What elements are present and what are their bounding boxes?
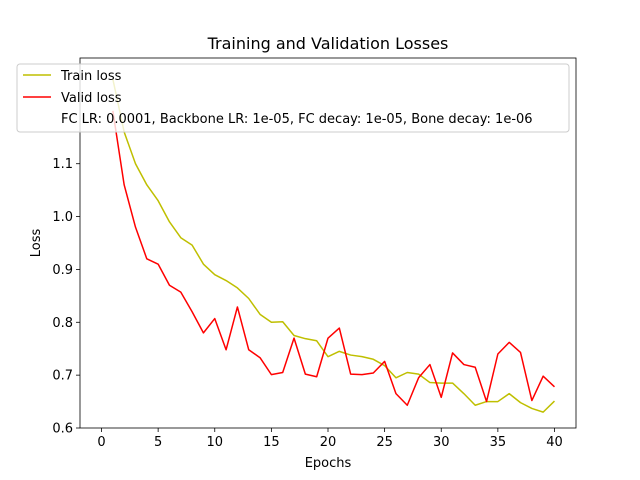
y-tick-label: 0.8 [52, 316, 73, 331]
x-tick-label: 10 [206, 435, 223, 450]
y-tick-label: 0.7 [52, 369, 73, 384]
x-tick-label: 25 [376, 435, 393, 450]
legend-label-valid: Valid loss [61, 91, 122, 106]
y-tick-label: 0.9 [52, 263, 73, 278]
x-axis-label: Epochs [305, 456, 352, 471]
series-layer [112, 78, 556, 413]
chart-title: Training and Validation Losses [207, 34, 449, 53]
series-line-train-loss [112, 78, 556, 413]
legend-box [16, 63, 570, 133]
x-tick-label: 20 [320, 435, 337, 450]
y-tick-label: 0.6 [52, 422, 73, 437]
legend-label-train: Train loss [60, 69, 122, 84]
x-tick-label: 30 [433, 435, 450, 450]
legend-note: FC LR: 0.0001, Backbone LR: 1e-05, FC de… [61, 112, 533, 127]
x-tick-label: 35 [490, 435, 507, 450]
y-axis-label: Loss [29, 229, 44, 258]
x-tick-label: 5 [154, 435, 162, 450]
y-tick-label: 1.0 [52, 210, 73, 225]
axes-layer: 0 5 10 15 20 25 30 35 40 0.6 0.7 0.8 0.9 1.0 1.1 [52, 57, 577, 450]
x-tick-label: 15 [263, 435, 280, 450]
series-line-valid-loss [112, 110, 555, 407]
x-tick-label: 0 [97, 435, 105, 450]
x-tick-label: 40 [546, 435, 563, 450]
legend: Train loss Valid loss FC LR: 0.0001, Bac… [16, 63, 570, 133]
y-tick-label: 1.1 [52, 157, 73, 172]
